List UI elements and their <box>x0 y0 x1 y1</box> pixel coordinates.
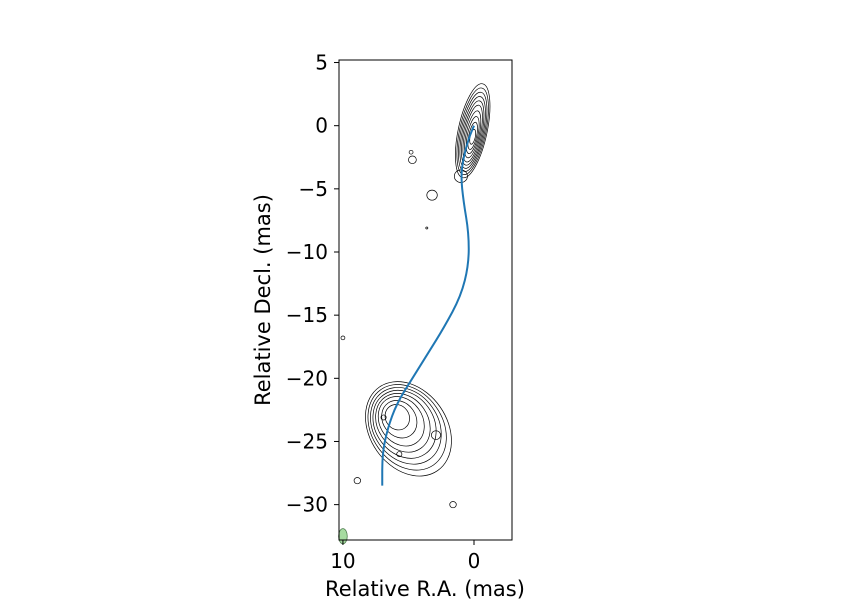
isolated-contour <box>353 477 361 485</box>
x-axis-ticks: 10 0 <box>330 540 480 573</box>
x-tick-label: 10 <box>330 549 355 573</box>
isolated-contour <box>340 335 346 341</box>
contours-layer <box>340 83 491 509</box>
lobe-contour <box>372 389 437 459</box>
isolated-contour <box>380 414 387 421</box>
lobe-contour <box>375 393 431 453</box>
plot-frame <box>338 59 513 541</box>
y-axis-label: Relative Decl. (mas) <box>251 194 275 406</box>
x-axis-label: Relative R.A. (mas) <box>325 577 525 600</box>
core-contour <box>461 100 485 166</box>
y-tick-label: −5 <box>299 177 328 201</box>
y-tick-label: −30 <box>286 493 328 517</box>
isolated-contour <box>426 189 438 201</box>
core-contour <box>467 121 478 150</box>
lobe-contour <box>384 404 410 431</box>
isolated-contour <box>408 155 417 164</box>
core-contour <box>464 110 482 159</box>
lobe-contour <box>381 400 418 439</box>
lobe-contour <box>377 396 425 447</box>
jet-ridge-line <box>381 125 475 486</box>
isolated-contour <box>449 501 457 509</box>
core-contour <box>465 116 480 155</box>
x-tick-label: 0 <box>468 549 481 573</box>
lobe-contour <box>365 381 452 477</box>
y-tick-label: −25 <box>286 429 328 453</box>
core-contour <box>462 104 483 163</box>
y-tick-label: 5 <box>315 51 328 75</box>
y-tick-label: −15 <box>286 303 328 327</box>
y-tick-label: −20 <box>286 366 328 390</box>
y-tick-label: 0 <box>315 114 328 138</box>
isolated-contour <box>431 430 441 440</box>
jet-layer <box>381 125 475 486</box>
isolated-contour <box>425 226 429 230</box>
core-contour <box>458 91 488 172</box>
lobe-contour <box>367 384 447 471</box>
lobe-contour <box>370 387 442 465</box>
y-tick-label: −10 <box>286 240 328 264</box>
core-contour <box>455 83 491 179</box>
isolated-contour <box>396 451 403 457</box>
y-axis-ticks: 5 0 −5 −10 −15 −20 −25 −30 <box>286 51 339 517</box>
core-contour <box>459 96 486 169</box>
core-contour <box>456 87 489 175</box>
isolated-contour <box>408 149 414 155</box>
